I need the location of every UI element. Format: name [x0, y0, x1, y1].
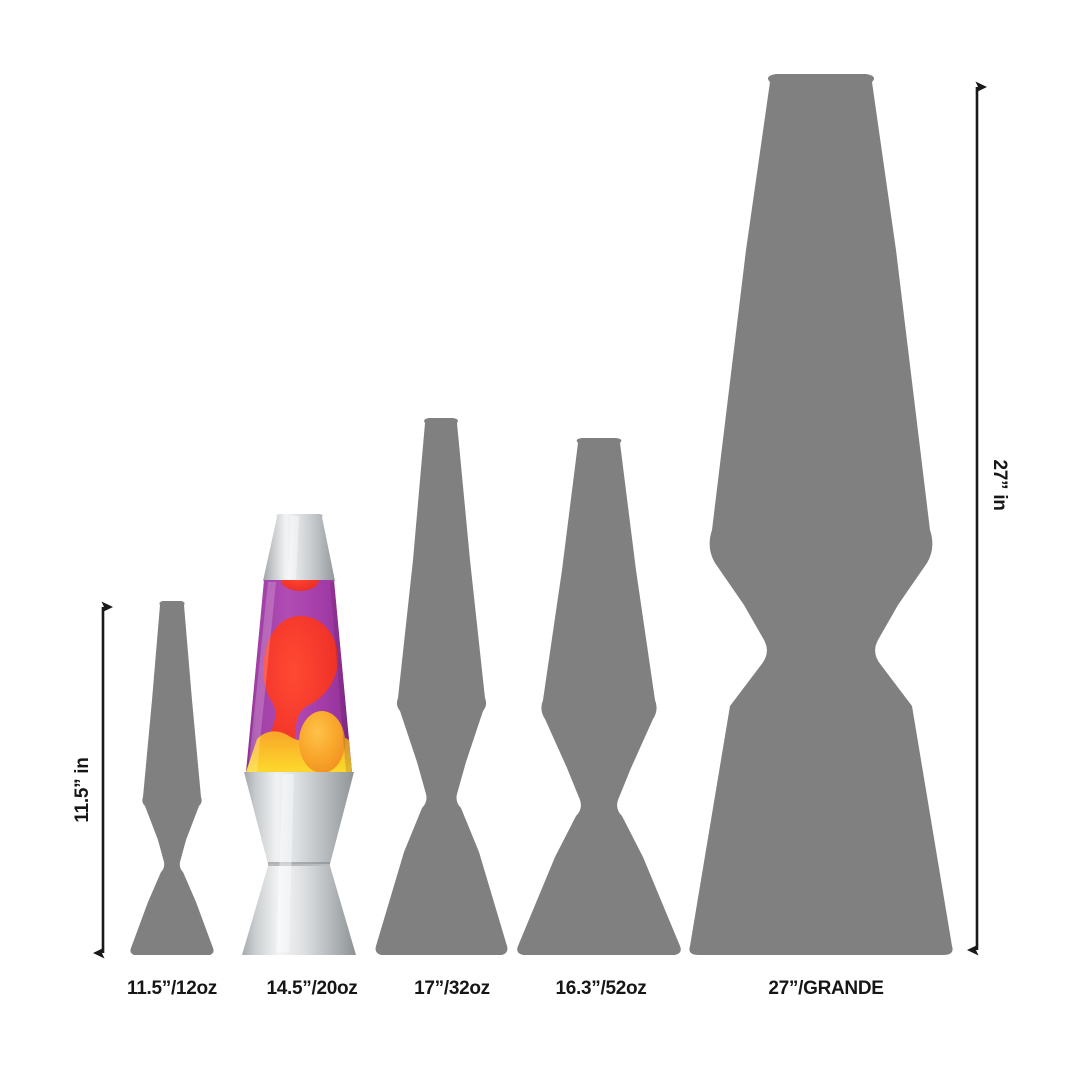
size-label-16-3-52oz: 16.3”/52oz [555, 978, 647, 999]
lamp-silhouette-16-3-52oz [517, 438, 681, 955]
orange-oval-blob [299, 711, 345, 772]
lamp-silhouette-17-32oz [375, 418, 508, 955]
dimension-label-left: 11.5” in [72, 757, 93, 823]
lamp-silhouette-27-grande [689, 74, 953, 955]
size-label-14-5-20oz: 14.5”/20oz [266, 978, 358, 999]
lamp-colored-14-5-20oz [242, 514, 356, 955]
size-label-27-grande: 27”/GRANDE [768, 978, 884, 999]
silver-lower-base [242, 866, 356, 955]
lamp-silhouette-11-5-12oz [130, 601, 214, 955]
dimension-label-right: 27” in [989, 459, 1010, 511]
size-label-11-5-12oz: 11.5”/12oz [127, 978, 217, 999]
small-red-blob-top [281, 580, 319, 591]
silver-cone-cap [263, 514, 335, 581]
silver-upper-base [244, 772, 354, 864]
size-label-17-32oz: 17”/32oz [414, 978, 490, 999]
